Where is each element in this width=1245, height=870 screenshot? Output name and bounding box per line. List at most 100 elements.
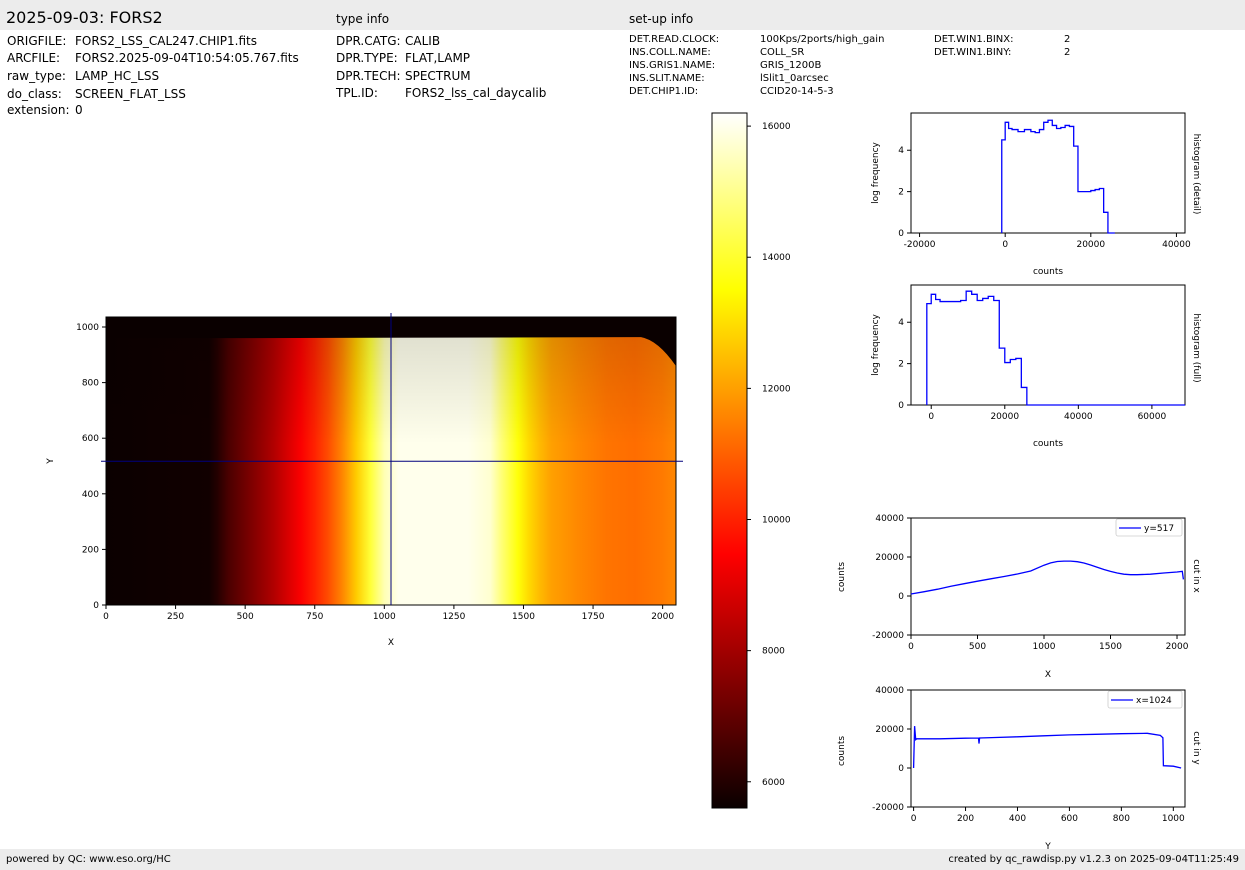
page-title: 2025-09-03: FORS2 <box>6 8 163 27</box>
cut-y-legend: x=1024 <box>1107 690 1183 709</box>
histogram-full-panel: 0 20000 40000 60000 0 2 4 counts log frequenc… <box>871 284 1201 449</box>
hist-full-x-label: counts <box>1033 439 1063 449</box>
cut-x-x-ticks: 0 500 1000 1500 2000 <box>908 635 1189 652</box>
cut-y-panel: 0 200 400 600 800 1000 -20000 0 20000 40000 x=10… <box>837 686 1201 852</box>
type-info-value: CALIB <box>405 34 441 48</box>
x-tick-label: 2000 <box>1166 642 1189 652</box>
cut-x-y-label: counts <box>837 562 847 592</box>
x-tick-label: 2000 <box>651 612 674 622</box>
y-tick-label: 2 <box>898 360 904 370</box>
x-tick-label: 0 <box>1002 240 1008 250</box>
cut-y-x-label: Y <box>1044 842 1051 852</box>
y-tick-label: 20000 <box>875 725 904 735</box>
x-tick-label: 0 <box>911 814 917 824</box>
y-tick-label: 40000 <box>875 514 904 524</box>
cut-y-frame <box>910 689 1186 808</box>
x-tick-label: 600 <box>1061 814 1078 824</box>
colorbar-tick-label: 12000 <box>762 384 791 394</box>
y-tick-label: 600 <box>82 434 99 444</box>
cut-y-line <box>912 726 1182 769</box>
hist-detail-y-ticks: 0 2 4 <box>898 146 911 239</box>
header-bar <box>0 0 1245 30</box>
setup-info-key: INS.COLL.NAME: <box>629 47 711 58</box>
x-tick-label: 60000 <box>1138 412 1167 422</box>
colorbar-ticks: 6000 8000 10000 12000 14000 16000 <box>747 122 791 788</box>
y-tick-label: 400 <box>82 490 99 500</box>
y-tick-label: -20000 <box>872 631 904 641</box>
footer-powered-by: powered by QC: www.eso.org/HC <box>6 854 171 865</box>
setup-info-key: DET.CHIP1.ID: <box>629 86 699 97</box>
x-tick-label: 400 <box>1009 814 1026 824</box>
x-tick-label: 500 <box>237 612 254 622</box>
y-tick-label: 4 <box>898 318 904 328</box>
colorbar-tick-label: 6000 <box>762 778 785 788</box>
cut-x-legend: y=517 <box>1115 518 1183 537</box>
hist-full-frame <box>910 284 1186 406</box>
type-info-key: TPL.ID: <box>336 86 378 100</box>
hist-detail-side-label: histogram (detail) <box>1191 134 1201 215</box>
x-tick-label: 1000 <box>1033 642 1056 652</box>
x-tick-label: 1000 <box>1162 814 1185 824</box>
x-tick-label: 500 <box>969 642 986 652</box>
hist-detail-steps <box>1001 119 1115 234</box>
setup-info-key: INS.SLIT.NAME: <box>629 73 705 84</box>
x-tick-label: 1000 <box>373 612 396 622</box>
x-tick-label: 1750 <box>582 612 605 622</box>
type-info-value: SPECTRUM <box>405 69 471 83</box>
x-tick-label: 40000 <box>1162 240 1191 250</box>
colorbar-tick-label: 10000 <box>762 516 791 526</box>
cut-y-legend-label: x=1024 <box>1136 696 1172 706</box>
x-tick-label: 1500 <box>512 612 535 622</box>
setup-info-value: COLL_SR <box>760 47 805 58</box>
file-info-value: FORS2.2025-09-04T10:54:05.767.fits <box>75 51 299 65</box>
y-tick-label: 0 <box>898 764 904 774</box>
y-tick-label: 0 <box>898 229 904 239</box>
cut-x-side-label: cut in x <box>1191 559 1201 593</box>
hist-detail-y-label: log frequency <box>871 141 881 203</box>
y-tick-label: 4 <box>898 146 904 156</box>
colorbar-gradient <box>711 112 748 809</box>
hist-full-y-label: log frequency <box>871 313 881 375</box>
hist-full-side-label: histogram (full) <box>1191 313 1201 382</box>
type-info-key: DPR.TECH: <box>336 69 401 83</box>
footer-bar <box>0 849 1245 870</box>
setup-info-value: lSlit1_0arcsec <box>760 73 829 84</box>
file-info-key: raw_type: <box>7 69 66 83</box>
setup-info-key: DET.READ.CLOCK: <box>629 34 720 45</box>
setup-info-key: DET.WIN1.BINX: <box>934 34 1014 45</box>
image-y-ticks: 0 200 400 600 800 1000 <box>76 323 106 611</box>
y-tick-label: 2 <box>898 188 904 198</box>
cut-y-x-ticks: 0 200 400 600 800 1000 <box>911 807 1185 824</box>
hist-detail-frame <box>910 112 1186 234</box>
image-x-label: X <box>388 638 394 648</box>
y-tick-label: 200 <box>82 545 99 555</box>
file-info-key: do_class: <box>7 87 62 101</box>
y-tick-label: 20000 <box>875 553 904 563</box>
hist-full-x-ticks: 0 20000 40000 60000 <box>928 405 1166 422</box>
x-tick-label: 250 <box>167 612 184 622</box>
y-tick-label: 0 <box>898 592 904 602</box>
file-info-key: ARCFILE: <box>7 51 61 65</box>
file-info-value: LAMP_HC_LSS <box>75 69 160 83</box>
type-info-value: FORS2_lss_cal_daycalib <box>405 86 547 100</box>
x-tick-label: 20000 <box>990 412 1019 422</box>
image-y-label: Y <box>46 458 56 465</box>
colorbar: 6000 8000 10000 12000 14000 16000 <box>711 112 791 809</box>
type-info-key: DPR.TYPE: <box>336 51 398 65</box>
footer-created-by: created by qc_rawdisp.py v1.2.3 on 2025-… <box>948 854 1239 865</box>
hist-detail-x-ticks: -20000 0 20000 40000 <box>904 233 1191 250</box>
setup-info-value: 2 <box>1064 34 1071 45</box>
y-tick-label: -20000 <box>872 803 904 813</box>
image-panel: 0 250 500 750 1000 1250 1500 1750 2000 0 200 400 60… <box>46 313 683 648</box>
cut-x-line <box>910 560 1185 595</box>
setup-info-key: DET.WIN1.BINY: <box>934 47 1012 58</box>
colorbar-tick-label: 14000 <box>762 253 791 263</box>
type-info-heading: type info <box>336 12 390 26</box>
x-tick-label: 1500 <box>1099 642 1122 652</box>
cut-x-legend-box <box>1115 518 1183 537</box>
x-tick-label: -20000 <box>904 240 936 250</box>
setup-info-key: INS.GRIS1.NAME: <box>629 60 716 71</box>
y-tick-label: 0 <box>898 401 904 411</box>
file-info-value: 0 <box>75 103 83 117</box>
